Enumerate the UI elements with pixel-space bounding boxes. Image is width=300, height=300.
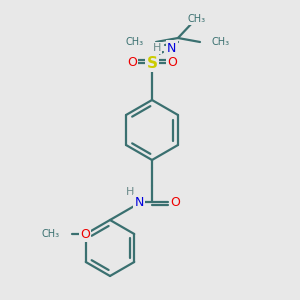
Text: H: H — [126, 187, 134, 197]
Text: O: O — [170, 196, 180, 208]
Text: H: H — [153, 43, 161, 53]
Text: CH₃: CH₃ — [212, 37, 230, 47]
Text: CH₃: CH₃ — [126, 37, 144, 47]
Text: CH₃: CH₃ — [188, 14, 206, 24]
Text: O: O — [167, 56, 177, 70]
Text: O: O — [127, 56, 137, 70]
Text: O: O — [80, 227, 90, 241]
Text: S: S — [146, 56, 158, 70]
Text: N: N — [167, 41, 176, 55]
Text: N: N — [134, 196, 144, 208]
Text: CH₃: CH₃ — [42, 229, 60, 239]
